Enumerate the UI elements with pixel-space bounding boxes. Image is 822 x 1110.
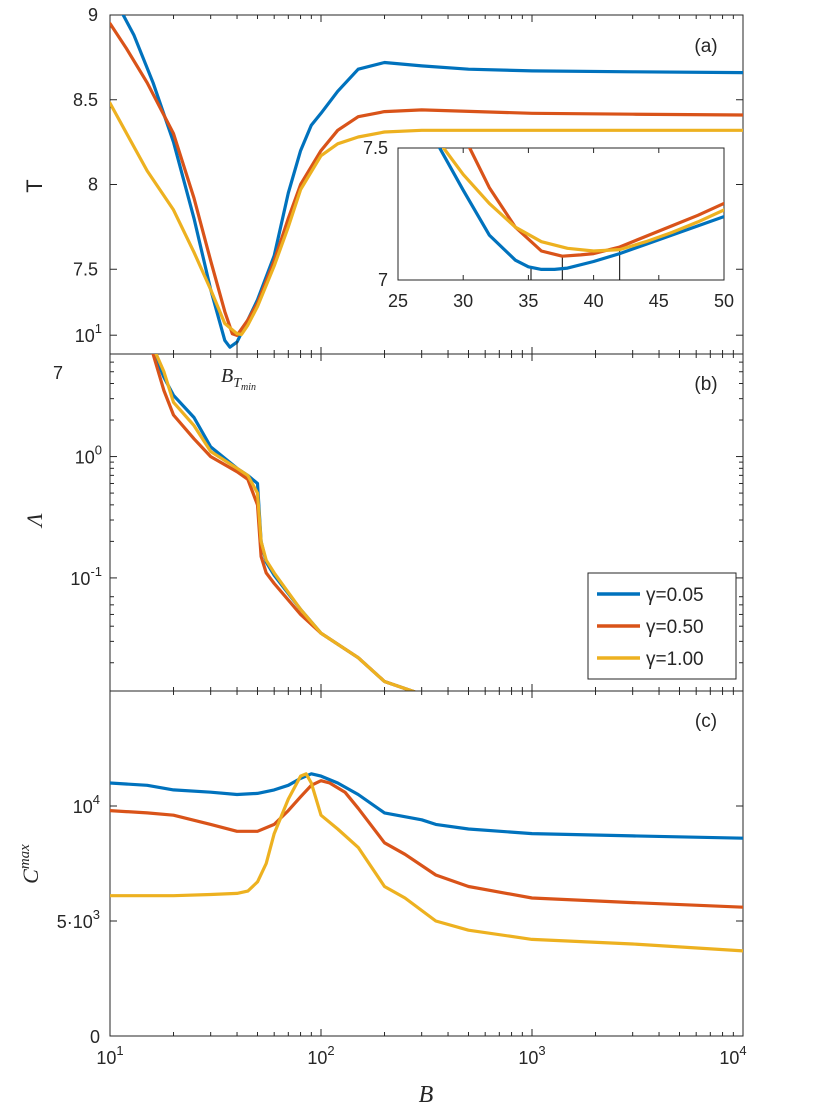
legend-label-3: γ=1.00 xyxy=(646,649,704,670)
bmin-annotation: BTmin xyxy=(221,365,256,393)
panel-b-label: (b) xyxy=(694,374,717,395)
inset-ytick-label: 7 xyxy=(378,270,388,290)
panel-c-ytick-label: 5·103 xyxy=(57,907,100,932)
panel-c-ylabel: Cmax xyxy=(17,844,43,884)
inset-lines xyxy=(438,148,724,271)
panel-b-ytick-label: 101 xyxy=(75,321,102,346)
panel-b-yticks: 101 100 10-1 xyxy=(70,321,744,691)
panel-a-ytick-label: 7.5 xyxy=(73,259,98,279)
inset-frame xyxy=(397,147,725,281)
inset-series-3 xyxy=(442,148,724,253)
panel-a-ylabel: T xyxy=(22,179,47,192)
inset-xtick-label: 25 xyxy=(388,291,408,311)
panel-a-lines xyxy=(110,15,743,349)
panel-c-ytick-label: 104 xyxy=(73,792,100,817)
x-tick-label: 102 xyxy=(307,1043,334,1068)
panel-c-yticks: 0 5·103 104 xyxy=(57,792,743,1047)
panel-c-frame xyxy=(109,690,744,1037)
panel-a: 7.5 8 8.5 9 (a) T BTmin 25 30 35 40 45 50 7 7.5 xyxy=(22,5,744,393)
panel-b-ytick-label: 10-1 xyxy=(70,564,102,589)
panel-c-label: (c) xyxy=(695,711,717,732)
panel-a-label: (a) xyxy=(694,36,717,57)
inset-xtick-label: 40 xyxy=(584,291,604,311)
x-tick-label: 104 xyxy=(719,1043,746,1068)
panel-c: 0 5·103 104 101 102 103 104 (c) Cmax B xyxy=(17,15,747,1108)
panel-a-ytick-label: 9 xyxy=(88,5,98,25)
panel-c-lines xyxy=(110,772,743,953)
panel-a-series-2 xyxy=(110,21,743,337)
panel-a-ytick-label: 8 xyxy=(88,175,98,195)
inset-series-2 xyxy=(468,148,724,258)
inset-series-1 xyxy=(438,148,724,271)
panel-c-series-2 xyxy=(110,779,743,909)
panel-b-series-3 xyxy=(154,354,418,691)
panel-a-yticks: 7.5 8 8.5 9 xyxy=(73,5,744,355)
legend-label-2: γ=0.50 xyxy=(646,617,704,638)
panel-b-lines xyxy=(151,354,418,691)
inset-xtick-label: 30 xyxy=(453,291,473,311)
panel-b-top-tick: 7 xyxy=(53,363,63,383)
panel-a-series-3 xyxy=(110,101,743,337)
x-tick-label: 103 xyxy=(518,1043,545,1068)
inset-ticks: 25 30 35 40 45 50 7 7.5 xyxy=(363,138,734,311)
panel-c-xticks: 101 102 103 104 xyxy=(96,15,747,1068)
panel-a-series-1 xyxy=(121,15,743,349)
panel-c-series-1 xyxy=(110,772,743,840)
panel-a-ytick-label: 8.5 xyxy=(73,90,98,110)
legend-label-1: γ=0.05 xyxy=(646,585,704,606)
legend: γ=0.05 γ=0.50 γ=1.00 xyxy=(587,572,737,680)
panel-b-ylabel: Λ xyxy=(22,513,47,529)
x-tick-label: 101 xyxy=(96,1043,123,1068)
x-axis-label: B xyxy=(419,1082,434,1108)
panel-c-series-3 xyxy=(110,772,743,953)
panel-c-ytick-label: 0 xyxy=(90,1027,100,1047)
inset: 25 30 35 40 45 50 7 7.5 xyxy=(363,138,734,311)
inset-xtick-label: 35 xyxy=(518,291,538,311)
inset-xtick-label: 50 xyxy=(714,291,734,311)
inset-ytick-label: 7.5 xyxy=(363,138,388,158)
panel-b: 101 100 10-1 7 (b) Λ γ=0.05 γ=0.50 γ=1.00 xyxy=(22,321,744,692)
legend-items: γ=0.05 γ=0.50 γ=1.00 xyxy=(597,585,704,670)
panel-b-ytick-label: 100 xyxy=(75,443,102,468)
inset-xtick-label: 45 xyxy=(649,291,669,311)
